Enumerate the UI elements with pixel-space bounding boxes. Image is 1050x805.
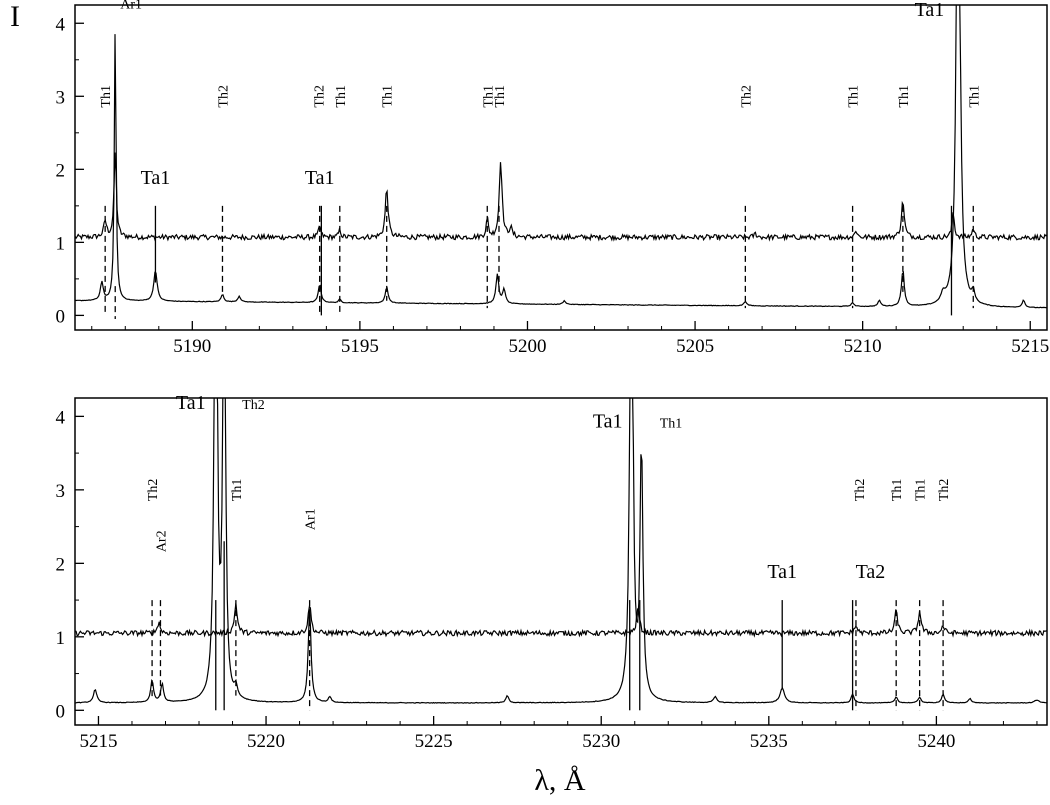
line-label: Th1	[967, 85, 982, 108]
spectrum-upper-series	[75, 152, 1047, 242]
x-tick-label: 5220	[247, 731, 285, 752]
y-tick-label: 3	[56, 481, 66, 502]
line-label: Th1	[381, 85, 396, 108]
y-tick-label: 0	[56, 701, 66, 722]
y-tick-label: 0	[56, 306, 66, 327]
x-tick-label: 5215	[79, 731, 117, 752]
x-tick-label: 5230	[582, 731, 620, 752]
line-label: Th1	[493, 85, 508, 108]
x-tick-label: 5190	[173, 336, 211, 357]
line-label: Ta1	[141, 167, 171, 189]
line-label: Th1	[847, 85, 862, 108]
y-tick-label: 4	[56, 14, 66, 35]
x-tick-label: 5195	[341, 336, 379, 357]
line-label: Th2	[146, 479, 161, 502]
x-tick-label: 5235	[750, 731, 788, 752]
x-tick-label: 5240	[917, 731, 955, 752]
y-tick-label: 1	[56, 233, 66, 254]
y-tick-label: 3	[56, 87, 66, 108]
line-label: Ar1	[304, 508, 319, 530]
line-label: Th1	[890, 479, 905, 502]
line-label: Th2	[216, 85, 231, 108]
y-tick-label: 2	[56, 160, 66, 181]
line-label: Ta1	[767, 561, 797, 583]
y-tick-label: 2	[56, 554, 66, 575]
x-tick-label: 5215	[1011, 336, 1049, 357]
x-tick-label: 5205	[676, 336, 714, 357]
panel-bottom: 5215 5220 5225 5230 5235 5240 0 1 2 3 4 Th2 Ar2 Ta1 Th…	[56, 392, 1048, 752]
y-tick-label: 1	[56, 628, 66, 649]
spectrum-lower-series	[75, 5, 1047, 309]
x-tick-label: 5210	[844, 336, 882, 357]
line-label: Ta1	[593, 410, 623, 432]
x-axis-title: λ, Å	[534, 764, 586, 797]
line-label: Ta1	[305, 167, 335, 189]
line-label: Th1	[660, 416, 683, 431]
line-label: Th2	[937, 479, 952, 502]
plot-frame	[74, 397, 1048, 726]
line-label: Th2	[312, 85, 327, 108]
line-label: Th1	[334, 85, 349, 108]
y-axis-title: I	[10, 0, 20, 33]
line-label: Ta2	[856, 561, 886, 583]
line-label: Th1	[230, 479, 245, 502]
line-label: Ar1	[120, 0, 142, 13]
line-label: Th1	[914, 479, 929, 502]
line-label: Ta1	[176, 392, 206, 414]
panel-top: 5190 5195 5200 5205 5210 5215 0 1 2 3 4 Th1 Ar1 Ta1 Th…	[56, 0, 1050, 357]
spectrum-lower-series	[75, 398, 1047, 704]
line-label: Th2	[853, 479, 868, 502]
line-label: Th2	[242, 398, 265, 413]
line-label: Ar2	[154, 530, 169, 552]
x-tick-label: 5225	[415, 731, 453, 752]
spectrum-upper-series	[75, 603, 1047, 638]
line-label: Th1	[897, 85, 912, 108]
line-label: Th1	[481, 85, 496, 108]
x-tick-label: 5200	[508, 336, 546, 357]
line-label: Th2	[739, 85, 754, 108]
line-label: Ta1	[915, 0, 945, 21]
line-label: Th1	[99, 85, 114, 108]
y-tick-label: 4	[56, 407, 66, 428]
